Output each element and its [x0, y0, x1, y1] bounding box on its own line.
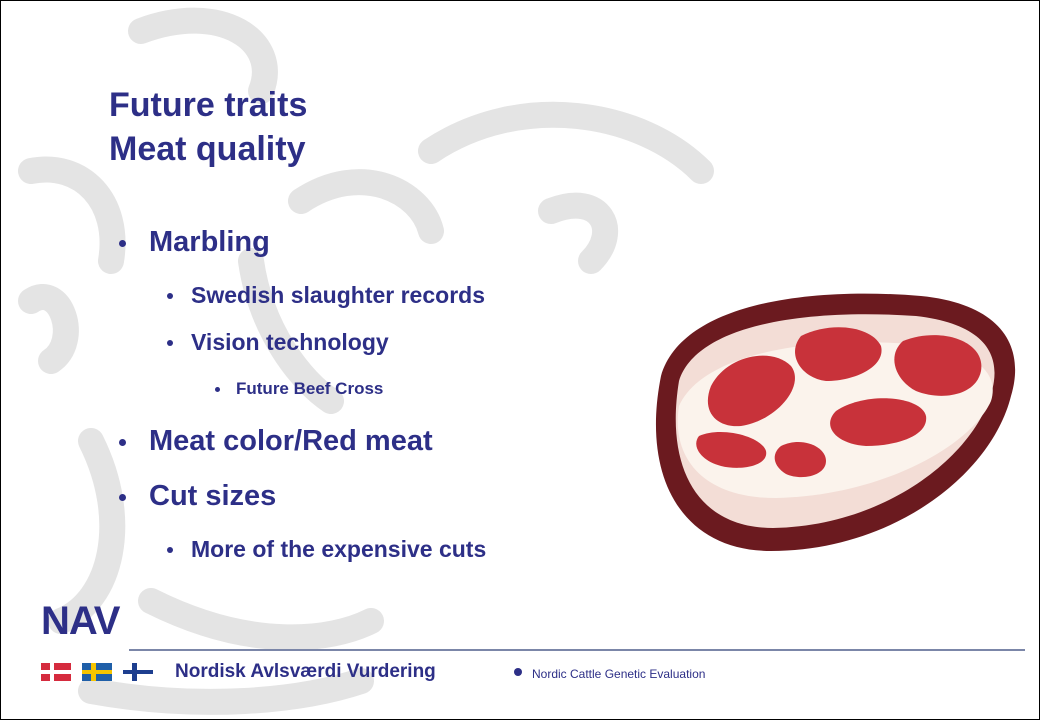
tagline: Nordic Cattle Genetic Evaluation	[532, 667, 705, 681]
slide: Future traits Meat quality Marbling Swedi…	[0, 0, 1040, 720]
title-line: Meat quality	[109, 127, 307, 171]
bullet-text: Cut sizes	[149, 480, 276, 513]
bullet-text: Vision technology	[191, 329, 389, 356]
bullet-marker	[167, 293, 173, 299]
flags	[41, 663, 161, 681]
bullet-marker	[167, 547, 173, 553]
steak-illustration	[641, 286, 1031, 566]
slide-title: Future traits Meat quality	[109, 83, 307, 171]
logo: NAV	[41, 599, 119, 644]
bullet-text: Meat color/Red meat	[149, 425, 433, 458]
bullet-text: More of the expensive cuts	[191, 536, 486, 563]
organization: Nordisk Avlsværdi Vurdering	[175, 661, 436, 683]
bullet-text: Marbling	[149, 226, 270, 259]
footer-rule	[129, 649, 1025, 651]
bullet-text: Future Beef Cross	[236, 379, 383, 399]
separator-dot	[514, 668, 522, 676]
bullet-marker	[119, 494, 126, 501]
bullet-marker	[119, 439, 126, 446]
bullet-text: Swedish slaughter records	[191, 282, 485, 309]
bullet-marker	[119, 240, 126, 247]
bullet-marker	[215, 387, 220, 392]
title-line: Future traits	[109, 83, 307, 127]
bullet-marker	[167, 340, 173, 346]
